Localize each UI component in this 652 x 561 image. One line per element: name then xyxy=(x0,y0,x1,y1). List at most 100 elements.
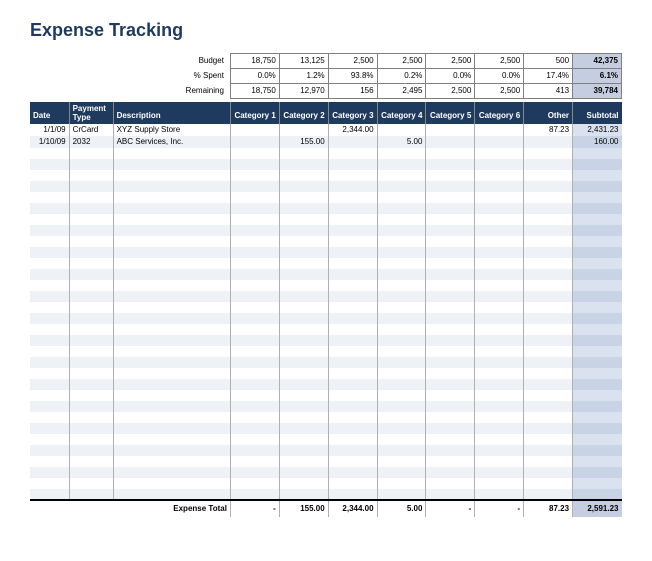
cell-empty xyxy=(426,269,475,280)
table-row xyxy=(30,324,622,335)
table-row xyxy=(30,456,622,467)
cell-empty xyxy=(230,280,279,291)
cell-empty xyxy=(279,247,328,258)
cell-empty xyxy=(30,181,69,192)
cell-empty xyxy=(69,379,113,390)
cell-empty xyxy=(113,313,230,324)
cell-empty xyxy=(69,478,113,489)
cell-empty xyxy=(113,335,230,346)
cell-empty xyxy=(426,412,475,423)
cell-subtotal xyxy=(573,445,622,456)
cell-empty xyxy=(113,423,230,434)
cell-empty xyxy=(524,313,573,324)
expense-table: Budget18,75013,1252,5002,5002,5002,50050… xyxy=(30,53,622,517)
cell-subtotal xyxy=(573,368,622,379)
cell-empty xyxy=(426,214,475,225)
cell-empty xyxy=(377,390,426,401)
table-row xyxy=(30,214,622,225)
cell-empty xyxy=(113,390,230,401)
cell-subtotal xyxy=(573,456,622,467)
table-row: 1/10/092032ABC Services, Inc.155.005.001… xyxy=(30,136,622,148)
expense-total-subtotal: 2,591.23 xyxy=(573,500,622,517)
col-header-cat3: Category 3 xyxy=(328,102,377,124)
summary-pct-total: 6.1% xyxy=(573,69,622,84)
col-header-other: Other xyxy=(524,102,573,124)
cell-empty xyxy=(69,313,113,324)
cell-empty xyxy=(69,445,113,456)
table-row xyxy=(30,346,622,357)
cell-empty xyxy=(230,214,279,225)
cell-empty xyxy=(30,214,69,225)
cell-empty xyxy=(524,456,573,467)
cell-empty xyxy=(328,280,377,291)
cell-empty xyxy=(377,401,426,412)
cell-empty xyxy=(475,269,524,280)
cell-empty xyxy=(328,390,377,401)
cell-c4 xyxy=(377,124,426,136)
table-row xyxy=(30,390,622,401)
cell-empty xyxy=(113,478,230,489)
cell-empty xyxy=(230,170,279,181)
cell-empty xyxy=(30,412,69,423)
summary-pct-col4: 0.2% xyxy=(377,69,426,84)
cell-empty xyxy=(230,236,279,247)
cell-empty xyxy=(426,423,475,434)
table-row xyxy=(30,148,622,159)
cell-empty xyxy=(230,247,279,258)
cell-subtotal xyxy=(573,214,622,225)
cell-empty xyxy=(113,258,230,269)
cell-empty xyxy=(230,390,279,401)
cell-empty xyxy=(524,203,573,214)
cell-subtotal xyxy=(573,346,622,357)
cell-empty xyxy=(279,357,328,368)
cell-empty xyxy=(524,192,573,203)
cell-empty xyxy=(377,434,426,445)
cell-empty xyxy=(328,247,377,258)
cell-subtotal xyxy=(573,412,622,423)
col-header-cat6: Category 6 xyxy=(475,102,524,124)
cell-empty xyxy=(426,181,475,192)
cell-subtotal: 160.00 xyxy=(573,136,622,148)
cell-empty xyxy=(30,357,69,368)
cell-empty xyxy=(475,390,524,401)
cell-empty xyxy=(279,489,328,500)
summary-pct-col2: 1.2% xyxy=(279,69,328,84)
cell-empty xyxy=(30,225,69,236)
cell-empty xyxy=(30,258,69,269)
cell-empty xyxy=(230,434,279,445)
expense-total-c2: 155.00 xyxy=(279,500,328,517)
cell-empty xyxy=(113,467,230,478)
cell-empty xyxy=(524,291,573,302)
cell-empty xyxy=(377,467,426,478)
cell-empty xyxy=(328,489,377,500)
cell-empty xyxy=(30,236,69,247)
cell-empty xyxy=(377,379,426,390)
cell-empty xyxy=(475,467,524,478)
col-header-cat1: Category 1 xyxy=(230,102,279,124)
cell-empty xyxy=(377,478,426,489)
cell-empty xyxy=(30,445,69,456)
cell-empty xyxy=(328,313,377,324)
summary-label-budget: Budget xyxy=(30,54,230,69)
table-row xyxy=(30,159,622,170)
cell-empty xyxy=(69,236,113,247)
cell-empty xyxy=(30,159,69,170)
cell-c6 xyxy=(475,136,524,148)
cell-empty xyxy=(69,258,113,269)
table-row xyxy=(30,357,622,368)
cell-empty xyxy=(524,434,573,445)
cell-empty xyxy=(113,269,230,280)
cell-subtotal xyxy=(573,313,622,324)
cell-empty xyxy=(279,324,328,335)
cell-empty xyxy=(377,214,426,225)
expense-total-c1: - xyxy=(230,500,279,517)
cell-empty xyxy=(230,313,279,324)
cell-empty xyxy=(426,379,475,390)
cell-empty xyxy=(279,225,328,236)
cell-empty xyxy=(328,258,377,269)
cell-c3 xyxy=(328,136,377,148)
cell-empty xyxy=(328,181,377,192)
cell-empty xyxy=(279,401,328,412)
cell-empty xyxy=(279,368,328,379)
cell-empty xyxy=(230,148,279,159)
